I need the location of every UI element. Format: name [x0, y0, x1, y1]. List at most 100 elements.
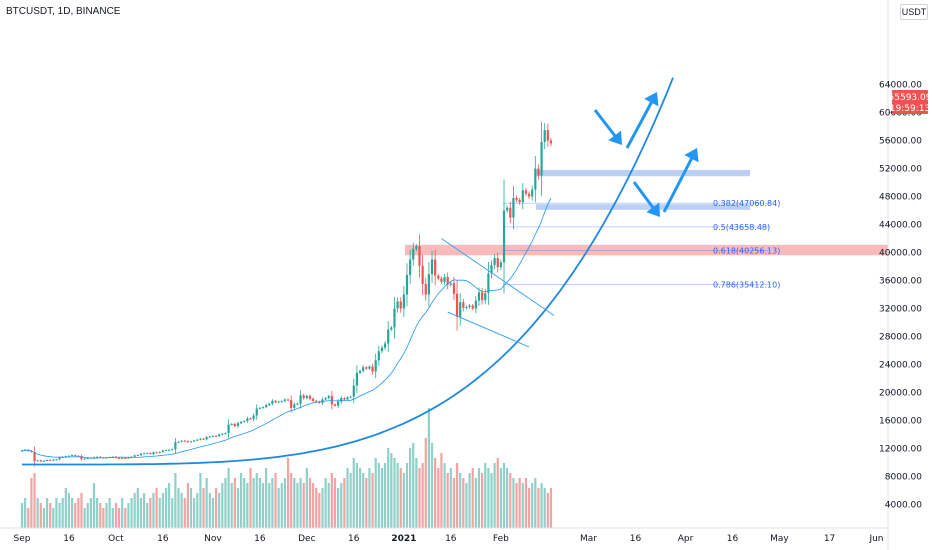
volume-bar	[452, 478, 456, 528]
candle-body	[305, 395, 308, 399]
fib-level-label: 0.5(43658.48)	[713, 223, 770, 232]
candle-body	[124, 457, 127, 459]
zones	[405, 169, 888, 256]
candle-body	[506, 207, 509, 211]
candle-body	[261, 407, 265, 409]
candle-body	[92, 457, 96, 459]
price-tick-label: 28000.00	[879, 332, 922, 342]
candle-body	[380, 347, 384, 352]
volume-bar	[246, 483, 249, 528]
candle-body	[540, 141, 543, 176]
candle-body	[527, 193, 531, 197]
volume-bar	[362, 473, 365, 528]
volume-bar	[424, 438, 427, 528]
volume-bar	[415, 458, 418, 528]
fib-level-label: 0.618(40256.13)	[713, 247, 780, 256]
volume-bar	[265, 468, 268, 528]
volume-bar	[484, 463, 487, 528]
candle-body	[221, 433, 224, 435]
candle-body	[49, 459, 52, 461]
volume-bar	[368, 468, 371, 528]
candle-body	[531, 189, 534, 197]
candle-body	[199, 438, 202, 440]
volume-bar	[136, 488, 139, 528]
volume-bar	[39, 503, 42, 528]
candle-body	[99, 456, 102, 458]
volume-bar	[437, 468, 440, 528]
candle-body	[161, 450, 164, 452]
volume-bar	[455, 463, 459, 528]
volume-bar	[45, 498, 49, 528]
volume-bar	[434, 458, 437, 528]
candle-body	[434, 259, 437, 276]
volume-bar	[58, 503, 61, 528]
price-tick-label: 8000.00	[885, 472, 922, 482]
time-axis[interactable]: Sep 16 Oct 16 Nov 16 Dec 16 2021 16 Feb Mar 16 Apr 16 M…	[0, 527, 888, 544]
volume-bar	[52, 508, 55, 528]
volume-bar	[449, 468, 452, 528]
volume-bar	[324, 478, 327, 528]
volume-bar	[277, 488, 280, 528]
volume-bar	[512, 478, 515, 528]
currency-button[interactable]: USDT	[900, 4, 928, 20]
candle-body	[412, 249, 415, 260]
candle-body	[390, 327, 393, 330]
candle-body	[362, 367, 365, 371]
candle-body	[218, 434, 221, 437]
time-tick-label: Mar	[580, 534, 597, 544]
price-tick-label: 56000.00	[879, 137, 922, 147]
candle-body	[430, 259, 434, 275]
volume-bar	[164, 488, 168, 528]
time-tick-label: 17	[824, 534, 835, 544]
candle-body	[415, 246, 418, 250]
candle-body	[240, 421, 243, 424]
candle-body	[311, 398, 315, 401]
candle-body	[405, 274, 409, 295]
volume-bar	[199, 473, 202, 528]
candle-body	[443, 277, 446, 282]
volume-bar	[161, 493, 164, 528]
candle-body	[246, 418, 249, 422]
volume-bar	[390, 453, 393, 528]
volume-bar	[286, 458, 290, 528]
candle-body	[496, 258, 499, 268]
volume-bar	[96, 498, 99, 528]
volume-bar	[243, 478, 246, 528]
candle-body	[462, 302, 465, 308]
candle-body	[233, 423, 236, 427]
volume-bar	[387, 448, 390, 528]
candle-body	[83, 458, 86, 460]
volume-bar	[462, 478, 465, 528]
volume-bar	[380, 468, 384, 528]
support-zone-blue-upper	[536, 169, 750, 177]
volume-bar	[477, 468, 481, 528]
volume-bar	[537, 488, 540, 528]
candle-body	[258, 407, 261, 409]
volume-bar	[124, 508, 127, 528]
volume-bar	[261, 483, 265, 528]
volume-bar	[42, 508, 46, 528]
volume-bar	[189, 488, 193, 528]
price-tick-label: 52000.00	[879, 165, 922, 175]
candle-body	[77, 455, 80, 457]
volume-bar	[299, 478, 302, 528]
time-tick-label: May	[770, 534, 789, 544]
fib-level-label: 0.382(47060.84)	[713, 199, 780, 208]
volume-bar	[99, 503, 102, 528]
price-tag-box	[892, 90, 928, 114]
volume-bar	[221, 483, 224, 528]
time-tick-label: 16	[254, 534, 266, 544]
candle-body	[524, 190, 528, 194]
candle-body	[302, 395, 305, 399]
candle-body	[452, 283, 456, 294]
price-tick-label: 12000.00	[879, 444, 922, 454]
parabolic-curve	[22, 77, 674, 466]
candle-body	[211, 435, 215, 437]
volume-bar	[446, 473, 449, 528]
volume-bar	[180, 493, 183, 528]
volume-bar	[127, 503, 130, 528]
price-axis[interactable]: 4000.00 8000.00 12000.00 16000.00 20000.00 24…	[879, 0, 922, 550]
volume-bar	[430, 443, 434, 528]
volume-bar	[302, 483, 305, 528]
